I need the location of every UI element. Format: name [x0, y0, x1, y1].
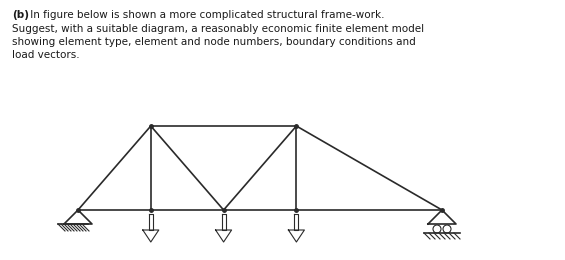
Polygon shape — [149, 214, 153, 230]
Polygon shape — [294, 214, 298, 230]
Polygon shape — [221, 214, 225, 230]
Polygon shape — [216, 230, 232, 242]
Circle shape — [443, 225, 451, 233]
Text: (b): (b) — [12, 10, 29, 20]
Polygon shape — [428, 210, 456, 224]
Text: load vectors.: load vectors. — [12, 50, 80, 61]
Text: Suggest, with a suitable diagram, a reasonably economic finite element model: Suggest, with a suitable diagram, a reas… — [12, 23, 424, 34]
Polygon shape — [143, 230, 159, 242]
Polygon shape — [288, 230, 305, 242]
Text: In figure below is shown a more complicated structural frame-work.: In figure below is shown a more complica… — [27, 10, 385, 20]
Polygon shape — [64, 210, 92, 224]
Circle shape — [433, 225, 441, 233]
Text: showing element type, element and node numbers, boundary conditions and: showing element type, element and node n… — [12, 37, 416, 47]
